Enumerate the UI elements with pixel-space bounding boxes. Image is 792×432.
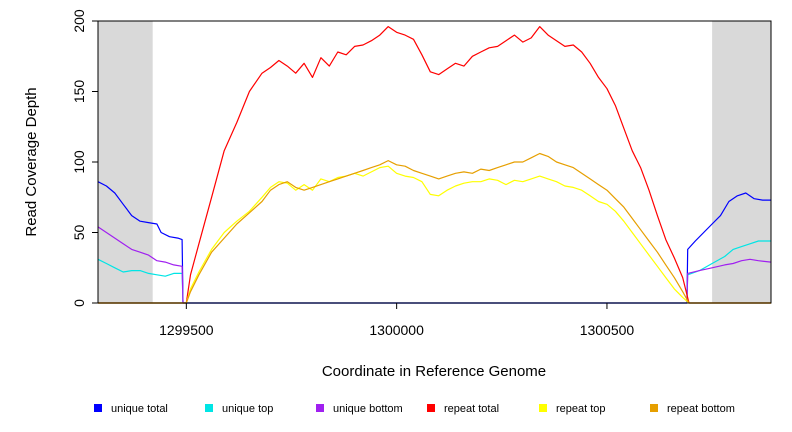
x-tick-label: 1299500 [159,322,214,338]
legend-label: unique top [222,403,273,415]
legend-label: unique total [111,403,168,415]
x-tick-label: 1300000 [369,322,424,338]
legend-swatch [94,404,102,412]
y-tick-label: 100 [71,150,87,174]
axes: 0 50 100 150 200 1299500 1300000 1300500 [71,9,772,338]
legend: unique total unique top unique bottom repea… [94,403,735,415]
y-axis-title: Read Coverage Depth [23,87,40,236]
y-tick-label: 150 [71,80,87,104]
series-line-repeat-total [98,26,771,304]
legend-swatch [539,404,547,412]
y-tick-label: 0 [71,299,87,307]
legend-label: unique bottom [333,403,403,415]
series-line-repeat-bottom [98,152,771,304]
plot-area [97,21,772,304]
legend-label: repeat total [444,403,499,415]
legend-swatch [205,404,213,412]
y-tick-label: 200 [71,9,87,33]
y-tick-label: 50 [71,225,87,241]
shaded-region-2 [712,21,771,303]
legend-swatch [427,404,435,412]
legend-swatch [650,404,658,412]
series-line-unique-bottom [97,226,772,304]
x-tick-label: 1300500 [580,322,635,338]
shaded-region-1 [98,21,153,303]
x-axis-title: Coordinate in Reference Genome [322,363,546,380]
legend-swatch [316,404,324,412]
series-line-repeat-top [98,165,771,304]
legend-label: repeat bottom [667,403,735,415]
legend-label: repeat top [556,403,606,415]
